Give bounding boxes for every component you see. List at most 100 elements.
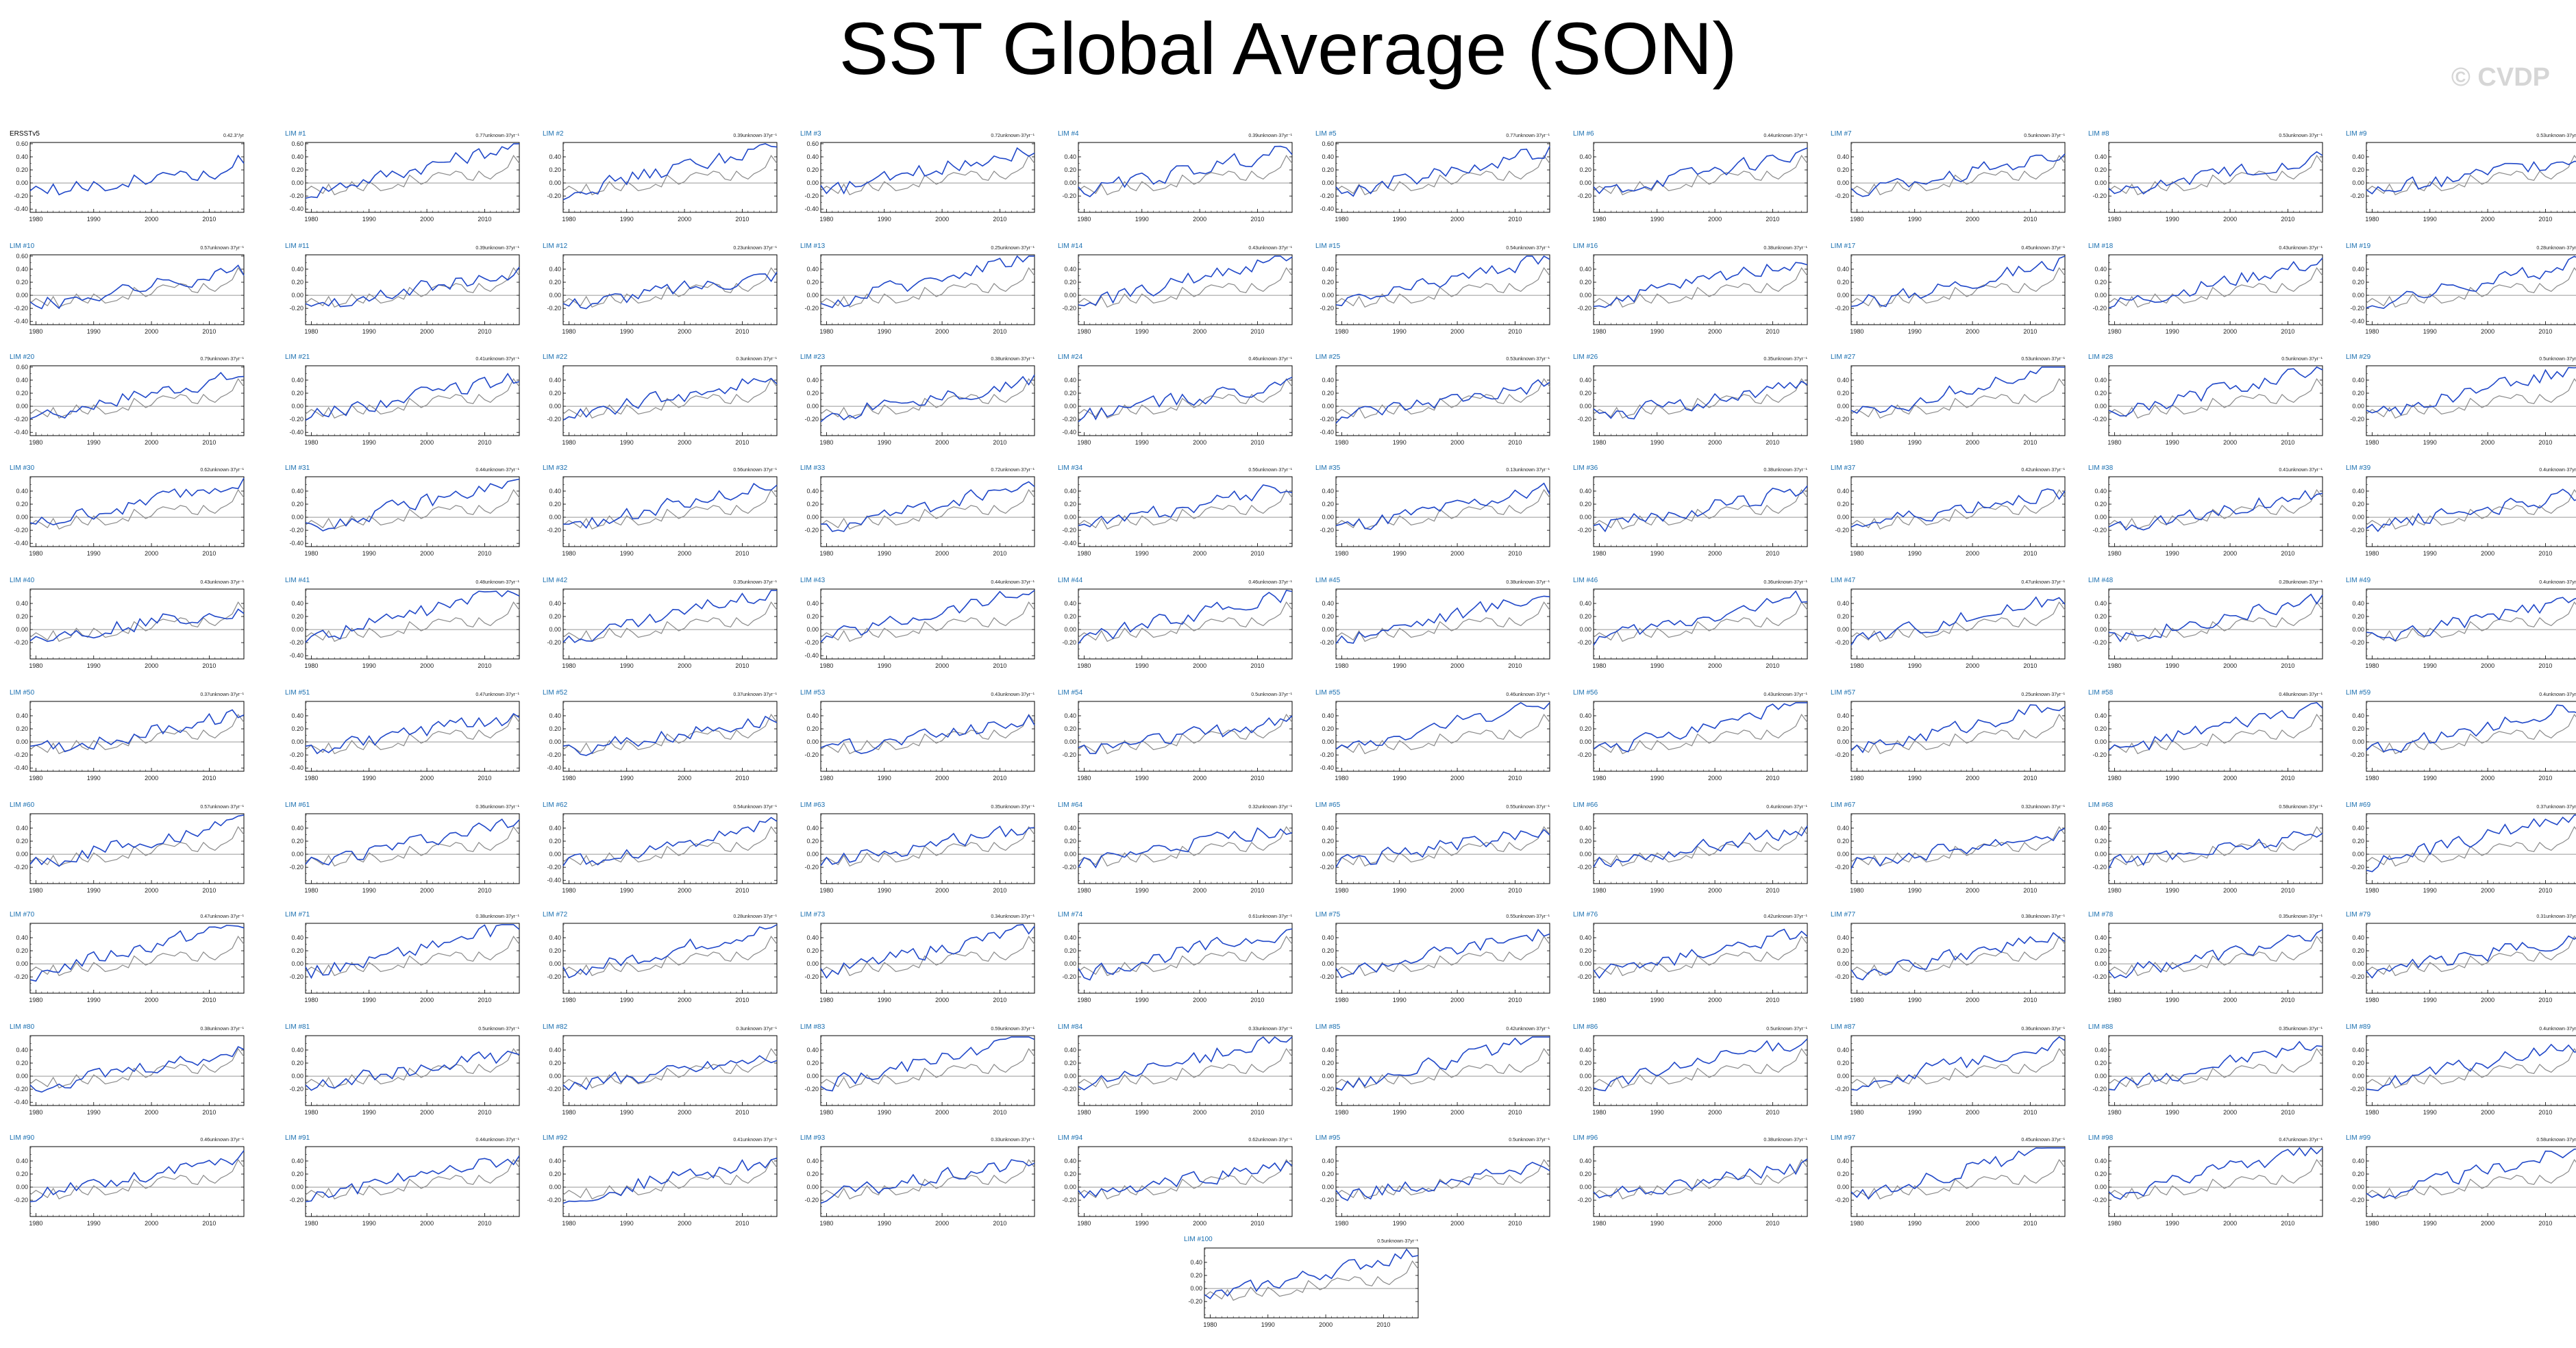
y-tick-label: -0.20 xyxy=(1320,192,1334,199)
plot-frame xyxy=(1850,813,2066,884)
x-tick-label: 1980 xyxy=(562,216,575,223)
x-tick-label: 1980 xyxy=(1592,328,1606,335)
plot-frame xyxy=(2366,701,2576,772)
x-tick-label: 2000 xyxy=(1450,550,1464,557)
y-tick-label: 0.40 xyxy=(291,825,304,832)
x-tick-label: 1990 xyxy=(87,328,101,335)
panel-lim-34: LIM #34 0.56unknown·37yr⁻¹ 0.40 0.20 0.00 -0.… xyxy=(1058,464,1293,557)
x-tick-label: 1980 xyxy=(819,775,833,782)
x-tick-label: 1980 xyxy=(2365,662,2379,669)
x-tick-label: 1990 xyxy=(1393,439,1407,446)
panel-lim-57: LIM #57 0.25unknown·37yr⁻¹ 0.40 0.20 0.00 -0.… xyxy=(1831,689,2066,782)
x-tick-label: 1980 xyxy=(1077,216,1091,223)
y-tick-label: 0.40 xyxy=(1837,712,1849,719)
y-tick-label: 0.00 xyxy=(2352,403,2364,410)
panel-title: LIM #58 xyxy=(2088,689,2114,697)
lim-series-line xyxy=(1078,376,1293,423)
lim-series-line xyxy=(1335,482,1550,530)
x-tick-label: 1990 xyxy=(2166,439,2179,446)
lim-series-line xyxy=(820,255,1035,308)
plot-frame xyxy=(29,701,245,772)
plot-frame xyxy=(1078,701,1293,772)
y-tick-label: -0.40 xyxy=(1320,205,1334,212)
x-tick-label: 2000 xyxy=(1450,216,1464,223)
x-tick-label: 2000 xyxy=(2481,550,2494,557)
x-tick-label: 2000 xyxy=(1708,775,1722,782)
panel-lim-8: LIM #8 0.53unknown·37yr⁻¹ 0.40 0.20 0.00 -0.2… xyxy=(2088,130,2323,223)
plot-frame xyxy=(820,365,1035,436)
y-tick-label: -0.20 xyxy=(804,192,819,199)
ersstv5-overlay-line xyxy=(2108,377,2323,419)
panel-lim-22: LIM #22 0.3unknown·37yr⁻¹ 0.40 0.20 0.00 -0.2… xyxy=(543,353,778,446)
x-tick-label: 1980 xyxy=(29,439,42,446)
ersstv5-overlay-line xyxy=(1078,266,1293,308)
x-tick-label: 1990 xyxy=(2166,662,2179,669)
plot-frame xyxy=(562,142,778,213)
y-tick-label: 0.20 xyxy=(1837,390,1849,397)
x-tick-label: 1990 xyxy=(878,439,891,446)
ersstv5-overlay-line xyxy=(1593,825,1808,867)
x-tick-label: 2000 xyxy=(1450,328,1464,335)
x-tick-label: 1990 xyxy=(878,216,891,223)
ersstv5-overlay-line xyxy=(562,154,778,196)
y-tick-label: 0.20 xyxy=(1322,613,1334,620)
y-tick-label: 0.40 xyxy=(2094,825,2107,832)
lim-series-line xyxy=(1850,488,2066,528)
y-tick-label: 0.00 xyxy=(2094,626,2107,633)
x-tick-label: 2010 xyxy=(2538,662,2552,669)
lim-series-line xyxy=(820,481,1035,532)
panel-lim-21: LIM #21 0.41unknown·37yr⁻¹ 0.40 0.20 0.00 -0.… xyxy=(285,353,520,446)
x-tick-label: 2010 xyxy=(993,662,1006,669)
x-tick-label: 1980 xyxy=(562,887,575,894)
lim-series-line xyxy=(1850,255,2066,308)
panel-title: LIM #30 xyxy=(10,464,35,472)
x-tick-label: 2010 xyxy=(1766,662,1779,669)
panel-lim-60: LIM #60 0.57unknown·37yr⁻¹ 0.40 0.20 0.00 -0.… xyxy=(10,801,245,894)
y-tick-label: 0.40 xyxy=(2352,377,2364,384)
x-tick-label: 1980 xyxy=(1335,550,1348,557)
x-tick-label: 1980 xyxy=(29,328,42,335)
x-tick-label: 2010 xyxy=(735,550,749,557)
panel-lim-16: LIM #16 0.38unknown·37yr⁻¹ 0.40 0.20 0.00 -0.… xyxy=(1573,242,1808,335)
plot-frame xyxy=(2108,588,2323,660)
ersstv5-overlay-line xyxy=(562,266,778,308)
x-tick-label: 1990 xyxy=(878,550,891,557)
lim-series-line xyxy=(29,608,245,642)
x-tick-label: 1990 xyxy=(362,216,376,223)
panel-lim-55: LIM #55 0.46unknown·37yr⁻¹ 0.40 0.20 0.00 -0.… xyxy=(1315,689,1550,782)
panel-lim-30: LIM #30 0.62unknown·37yr⁻¹ 0.40 0.20 0.00 -0.… xyxy=(10,464,245,557)
plot-frame xyxy=(1850,142,2066,213)
x-tick-label: 1990 xyxy=(1135,550,1149,557)
y-tick-label: 0.20 xyxy=(806,838,819,845)
y-tick-label: 0.00 xyxy=(2352,514,2364,521)
panel-trend-note: 0.46unknown·37yr⁻¹ xyxy=(1248,580,1292,585)
y-tick-label: 0.20 xyxy=(1837,613,1849,620)
panel-title: LIM #64 xyxy=(1058,801,1083,809)
y-tick-label: 0.00 xyxy=(1579,738,1592,745)
x-tick-label: 1990 xyxy=(2423,439,2437,446)
y-tick-label: 0.40 xyxy=(806,488,819,495)
x-tick-label: 1980 xyxy=(2107,216,2121,223)
panel-trend-note: 0.36unknown·37yr⁻¹ xyxy=(475,805,519,810)
panel-lim-28: LIM #28 0.5unknown·37yr⁻¹ 0.40 0.20 0.00 -0.2… xyxy=(2088,353,2323,446)
panel-trend-note: 0.37unknown·37yr⁻¹ xyxy=(200,692,244,697)
panel-title: LIM #4 xyxy=(1058,130,1079,138)
y-tick-label: 0.40 xyxy=(1322,825,1334,832)
y-tick-label: -0.20 xyxy=(1577,192,1592,199)
x-tick-label: 2010 xyxy=(2023,439,2037,446)
panel-trend-note: 0.5unknown·37yr⁻¹ xyxy=(2024,134,2065,138)
panel-title: LIM #9 xyxy=(2346,130,2367,138)
y-tick-label: -0.20 xyxy=(289,305,304,312)
panel-title: LIM #56 xyxy=(1573,689,1598,697)
plot-frame xyxy=(1335,701,1550,772)
panel-lim-41: LIM #41 0.48unknown·37yr⁻¹ 0.40 0.20 0.00 -0.… xyxy=(285,577,520,669)
panel-lim-58: LIM #58 0.48unknown·37yr⁻¹ 0.40 0.20 0.00 -0.… xyxy=(2088,689,2323,782)
y-tick-label: 0.00 xyxy=(806,403,819,410)
y-tick-label: -0.20 xyxy=(547,639,561,646)
panel-lim-19: LIM #19 0.28unknown·37yr⁻¹ 0.40 0.20 0.00 -0.… xyxy=(2346,242,2576,335)
plot-frame xyxy=(2366,365,2576,436)
x-tick-label: 2000 xyxy=(935,328,949,335)
x-tick-label: 2010 xyxy=(1508,216,1522,223)
panel-title: LIM #45 xyxy=(1315,577,1341,584)
